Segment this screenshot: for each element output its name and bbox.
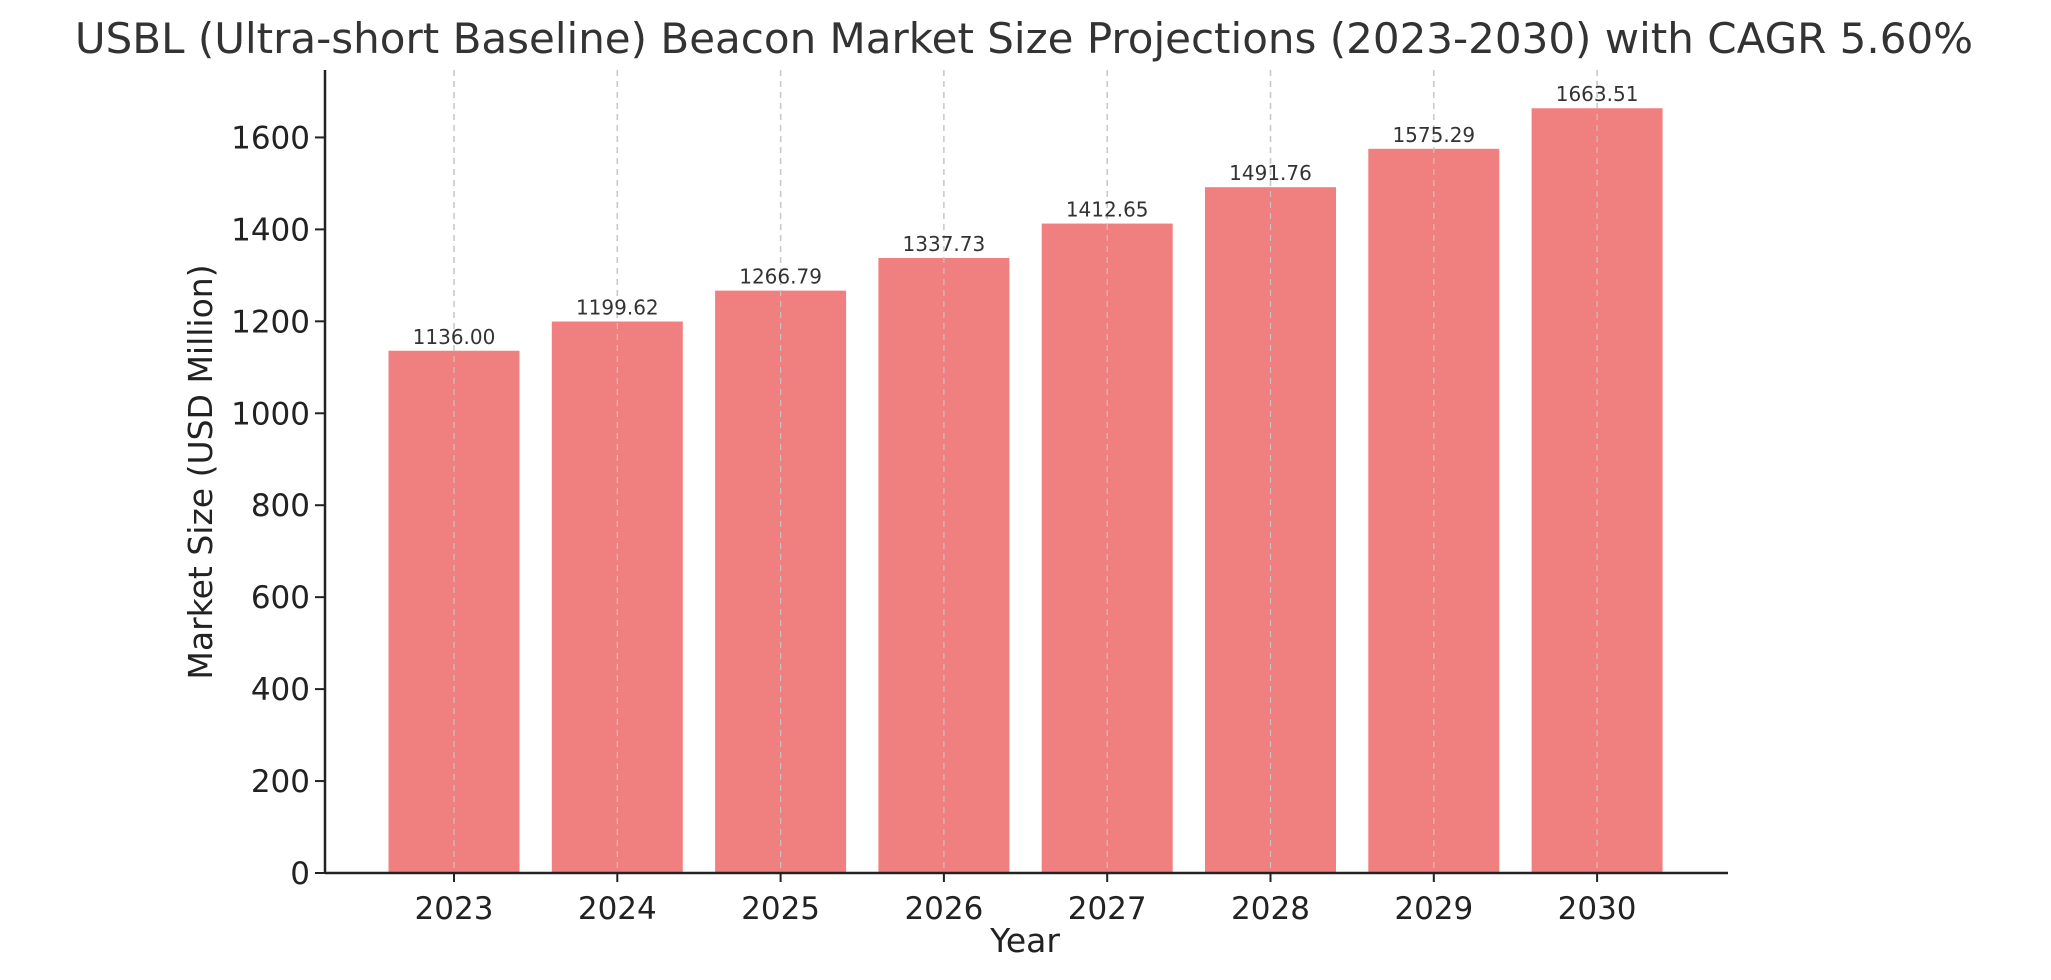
bar-layer — [388, 108, 1663, 874]
gridline-overlay-layer — [453, 70, 1598, 873]
y-tick-label: 600 — [251, 580, 310, 616]
x-tick-label: 2023 — [415, 891, 494, 927]
y-tick-label: 1000 — [231, 396, 310, 432]
y-tick-label: 1400 — [231, 212, 310, 248]
data-label: 1337.73 — [903, 232, 986, 256]
x-tick-label: 2027 — [1068, 891, 1147, 927]
x-axis-title: Year — [989, 921, 1060, 960]
data-label: 1199.62 — [576, 296, 659, 320]
data-label: 1575.29 — [1392, 123, 1475, 147]
y-tick-label: 200 — [251, 764, 310, 800]
x-tick-label: 2029 — [1394, 891, 1473, 927]
label-layer: 2023 1136.00 2024 1199.62 2025 1266.79 2026 133… — [231, 82, 1638, 927]
data-label: 1491.76 — [1229, 161, 1312, 185]
y-tick-label: 400 — [251, 672, 310, 708]
y-tick-label: 0 — [290, 856, 310, 892]
axis-layer — [323, 70, 1728, 875]
x-tick-label: 2028 — [1231, 891, 1310, 927]
y-tick-label: 800 — [251, 488, 310, 524]
y-axis-title: Market Size (USD Million) — [181, 264, 220, 679]
x-tick-label: 2030 — [1558, 891, 1637, 927]
data-label: 1136.00 — [413, 325, 496, 349]
tick-layer — [315, 136, 1599, 882]
y-tick-label: 1200 — [231, 304, 310, 340]
data-label: 1266.79 — [739, 265, 822, 289]
x-tick-label: 2026 — [904, 891, 983, 927]
x-tick-label: 2025 — [741, 891, 820, 927]
y-tick-label: 1600 — [231, 120, 310, 156]
data-label: 1663.51 — [1556, 82, 1639, 106]
x-tick-label: 2024 — [578, 891, 657, 927]
chart-title: USBL (Ultra-short Baseline) Beacon Marke… — [75, 14, 1973, 63]
data-label: 1412.65 — [1066, 198, 1149, 222]
